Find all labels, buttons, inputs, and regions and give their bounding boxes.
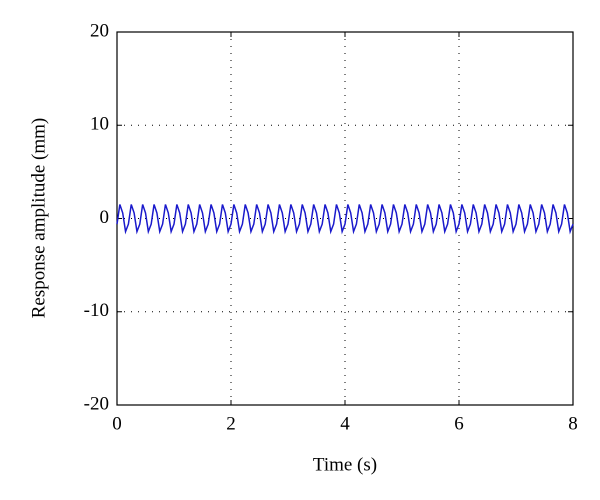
y-tick-label: 10 [90,114,109,135]
x-tick-label: 8 [568,413,578,434]
x-tick-label: 2 [226,413,236,434]
y-tick-label: 20 [90,20,109,41]
x-tick-label: 4 [340,413,350,434]
x-tick-label: 0 [112,413,122,434]
y-tick-label: 0 [100,207,110,228]
y-tick-label: -20 [84,393,109,414]
x-axis-label: Time (s) [313,454,377,475]
data-line [116,204,574,235]
y-axis-label: Response amplitude (mm) [28,118,49,319]
plot-frame [116,31,574,406]
y-tick-label: -10 [84,300,109,321]
x-tick-label: 6 [454,413,464,434]
